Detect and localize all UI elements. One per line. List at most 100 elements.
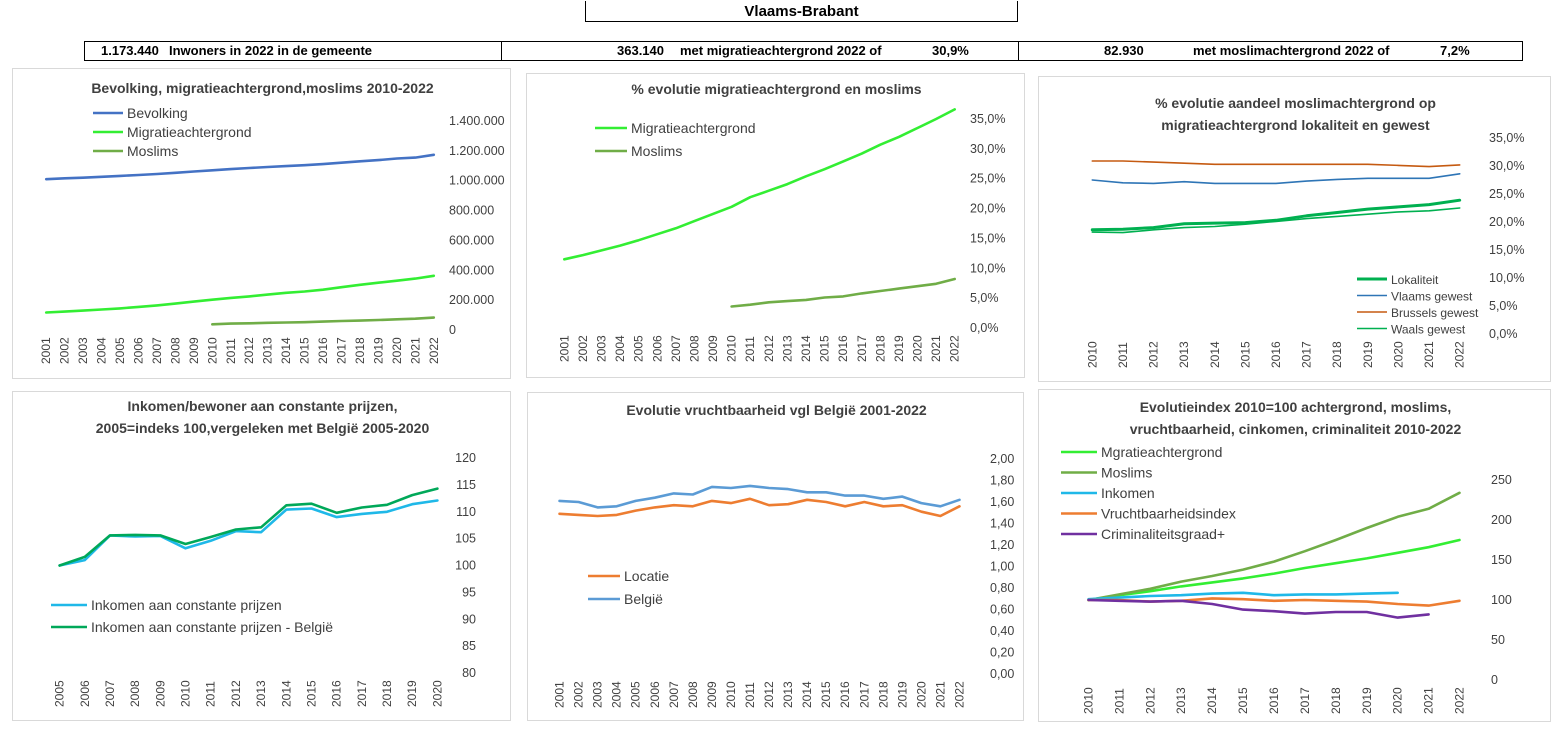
chart-svg: % evolutie migratieachtergrond en moslim… — [557, 81, 1005, 362]
series-line — [1087, 491, 1461, 602]
y-tick-label: 0,60 — [990, 603, 1014, 617]
y-tick-label: 80 — [462, 666, 476, 680]
x-tick-label: 2004 — [610, 681, 624, 708]
x-tick-label: 2019 — [405, 680, 419, 707]
x-tick-label: 2015 — [1236, 687, 1250, 714]
y-tick-label: 1,40 — [990, 517, 1014, 531]
y-tick-label: 35,0% — [1489, 131, 1524, 145]
x-tick-label: 2017 — [335, 337, 349, 364]
y-tick-label: 100 — [455, 559, 476, 573]
chart-title: % evolutie aandeel moslimachtergrond op — [1155, 95, 1436, 111]
x-tick-label: 2019 — [892, 335, 906, 362]
stat-migratie-pct: 30,9% — [932, 43, 969, 58]
x-tick-label: 2012 — [242, 337, 256, 364]
x-tick-label: 2005 — [113, 337, 127, 364]
x-tick-label: 2010 — [1085, 341, 1099, 368]
x-tick-label: 2016 — [1267, 687, 1281, 714]
series-line — [563, 108, 956, 261]
series-line — [44, 153, 436, 181]
y-tick-label: 0,0% — [1489, 327, 1518, 341]
x-tick-label: 2003 — [591, 681, 605, 708]
x-tick-label: 2006 — [132, 337, 146, 364]
x-tick-label: 2014 — [279, 337, 293, 364]
x-tick-label: 2008 — [686, 681, 700, 708]
chart-svg: % evolutie aandeel moslimachtergrond op m… — [1085, 95, 1524, 368]
x-tick-label: 2001 — [557, 335, 571, 362]
chart-panel-bevolking: Bevolking, migratieachtergrond,moslims 2… — [12, 68, 511, 379]
y-tick-label: 200.000 — [449, 293, 494, 307]
stat-moslim: 82.930 met moslimachtergrond 2022 of 7,2… — [1019, 42, 1522, 60]
chart-title: Bevolking, migratieachtergrond,moslims 2… — [91, 80, 434, 96]
y-tick-label: 105 — [455, 532, 476, 546]
x-tick-label: 2003 — [76, 337, 90, 364]
y-tick-label: 35,0% — [970, 112, 1005, 126]
y-tick-label: 10,0% — [970, 261, 1005, 275]
x-tick-label: 2015 — [304, 680, 318, 707]
x-tick-label: 2006 — [78, 680, 92, 707]
y-tick-label: 5,0% — [970, 291, 999, 305]
y-tick-label: 25,0% — [1489, 187, 1524, 201]
stat-inwoners-value: 1.173.440 — [101, 43, 159, 58]
stat-migratie-value: 363.140 — [617, 43, 664, 58]
chart-title: Evolutieindex 2010=100 achtergrond, mosl… — [1140, 399, 1452, 415]
y-tick-label: 20,0% — [1489, 215, 1524, 229]
y-tick-label: 0,80 — [990, 581, 1014, 595]
series-line — [1087, 591, 1399, 601]
x-tick-label: 2017 — [857, 681, 871, 708]
x-tick-label: 2018 — [876, 681, 890, 708]
x-tick-label: 2005 — [53, 680, 67, 707]
x-tick-label: 2005 — [629, 681, 643, 708]
y-tick-label: 600.000 — [449, 233, 494, 247]
chart-svg: Evolutie vruchtbaarheid vgl België 2001-… — [553, 402, 1015, 708]
chart-panel-evolutie-migratie: % evolutie migratieachtergrond en moslim… — [526, 73, 1025, 378]
legend-label: Moslims — [127, 143, 178, 159]
x-tick-label: 2003 — [594, 335, 608, 362]
y-tick-label: 800.000 — [449, 204, 494, 218]
x-tick-label: 2009 — [706, 335, 720, 362]
x-tick-label: 2017 — [855, 335, 869, 362]
x-tick-label: 2013 — [780, 335, 794, 362]
chart-panel-vruchtbaarheid: Evolutie vruchtbaarheid vgl België 2001-… — [527, 392, 1024, 721]
x-tick-label: 2002 — [58, 337, 72, 364]
chart-panel-evolutieindex: Evolutieindex 2010=100 achtergrond, mosl… — [1038, 389, 1551, 722]
legend-label: Mgratieachtergrond — [1101, 444, 1222, 460]
y-tick-label: 30,0% — [970, 142, 1005, 156]
y-tick-label: 1,20 — [990, 538, 1014, 552]
x-tick-label: 2012 — [762, 335, 776, 362]
series-line — [730, 277, 956, 308]
series-line — [558, 497, 961, 518]
x-tick-label: 2020 — [911, 335, 925, 362]
x-tick-label: 2018 — [353, 337, 367, 364]
x-tick-label: 2004 — [95, 337, 109, 364]
x-tick-label: 2017 — [1298, 687, 1312, 714]
x-tick-label: 2019 — [1361, 341, 1375, 368]
series-line — [558, 484, 961, 509]
series-line — [1090, 198, 1462, 232]
x-tick-label: 2013 — [254, 680, 268, 707]
x-tick-label: 2012 — [1147, 341, 1161, 368]
x-tick-label: 2013 — [261, 337, 275, 364]
summary-stats-row: 1.173.440 Inwoners in 2022 in de gemeent… — [84, 41, 1523, 61]
x-tick-label: 2015 — [298, 337, 312, 364]
legend-label: Waals gewest — [1391, 323, 1466, 337]
y-tick-label: 85 — [462, 639, 476, 653]
x-tick-label: 2008 — [128, 680, 142, 707]
y-tick-label: 400.000 — [449, 263, 494, 277]
legend-label: Inkomen — [1101, 485, 1155, 501]
x-tick-label: 2010 — [1081, 687, 1095, 714]
chart-title: Evolutie vruchtbaarheid vgl België 2001-… — [626, 402, 927, 418]
x-tick-label: 2021 — [408, 337, 422, 364]
y-tick-label: 100 — [1491, 593, 1512, 607]
x-tick-label: 2012 — [229, 680, 243, 707]
legend-label: Migratieachtergrond — [127, 124, 252, 140]
x-tick-label: 2011 — [743, 682, 757, 708]
x-tick-label: 2016 — [1269, 341, 1283, 368]
x-tick-label: 2015 — [1238, 341, 1252, 368]
x-tick-label: 2009 — [187, 337, 201, 364]
x-tick-label: 2009 — [705, 681, 719, 708]
series-line — [211, 316, 436, 326]
chart-title: vruchtbaarheid, cinkomen, criminaliteit … — [1130, 421, 1462, 437]
legend-label: Vruchtbaarheidsindex — [1101, 506, 1236, 522]
y-tick-label: 0 — [1491, 673, 1498, 687]
x-tick-label: 2017 — [355, 680, 369, 707]
